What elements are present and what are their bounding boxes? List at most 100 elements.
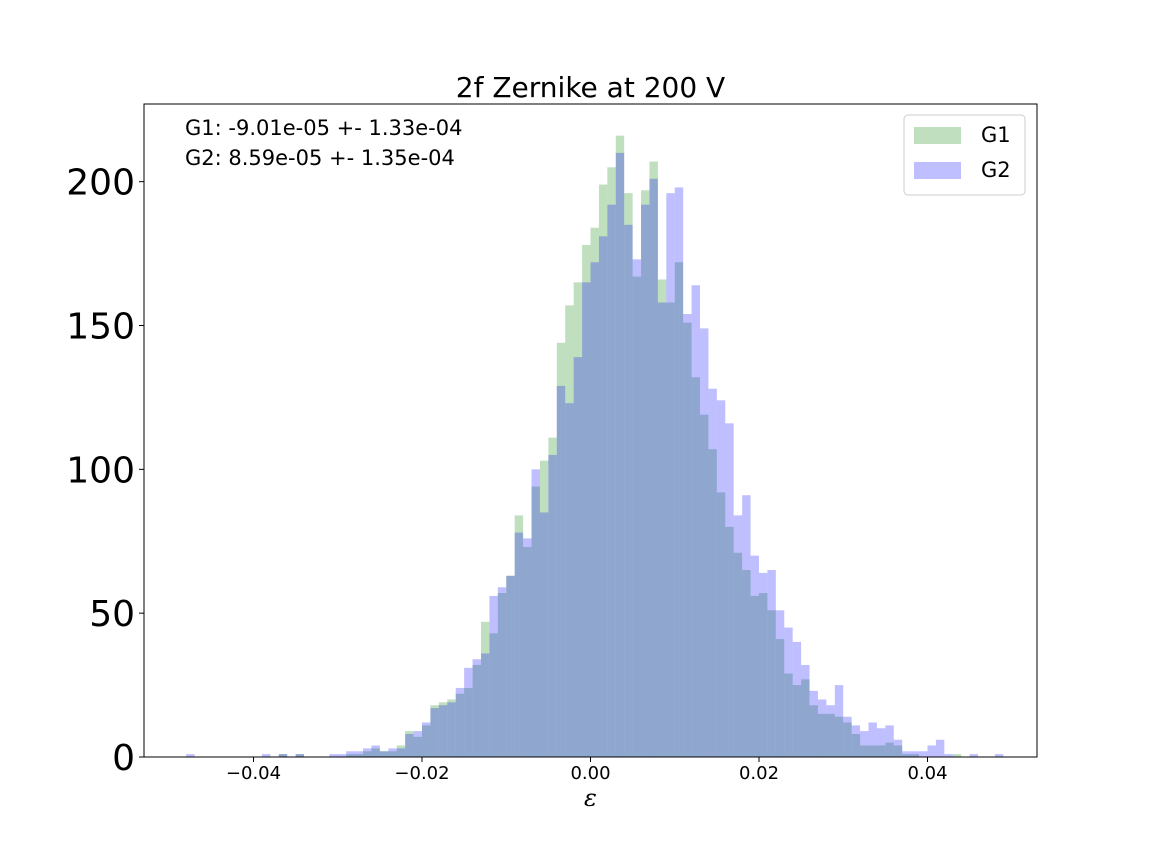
histogram-bar-g2 [927,745,936,757]
histogram-bar-g1 [691,377,701,757]
histogram-bar-g2 [994,754,1004,757]
histogram-bar-g2 [422,722,431,757]
histogram-bar-g1 [725,526,734,757]
histogram-bar-g2 [548,454,557,757]
histogram-bar-g1 [497,593,507,757]
histogram-bar-g1 [295,754,305,757]
histogram-bar-g1 [843,722,852,757]
histogram-bar-g2 [733,515,743,757]
histogram-bar-g1 [817,713,827,757]
histogram-bar-g1 [371,748,380,757]
y-tick-label: 0 [112,738,135,779]
histogram-bar-g2 [826,705,835,757]
histogram-bar-g2 [615,152,625,757]
histogram-bar-g2 [893,739,903,757]
histogram-bar-g1 [363,751,372,757]
histogram-bar-g1 [607,167,616,758]
legend-box [903,114,1026,196]
series-g1-bars [278,135,962,758]
histogram-bar-g1 [952,754,962,757]
histogram-bar-g1 [388,751,397,757]
histogram-bar-g2 [388,748,397,757]
histogram-bar-g1 [422,725,431,757]
histogram-bar-g1 [531,486,540,757]
histogram-bar-g1 [489,633,498,757]
histogram-bar-g2 [346,751,355,757]
histogram-bar-g2 [607,204,616,757]
histogram-bar-g2 [767,570,776,757]
histogram-bar-g2 [674,187,684,758]
histogram-bar-g2 [716,400,726,757]
y-tick-label: 150 [66,307,135,348]
stats-annotations: G1: -9.01e-05 +- 1.33e-04 G2: 8.59e-05 +-… [185,116,462,170]
histogram-bar-g1 [657,279,667,757]
histogram-bar-g2 [657,302,667,757]
histogram-bar-g2 [809,690,818,757]
stats-annotation-2: G2: 8.59e-05 +- 1.35e-04 [185,146,455,170]
x-tick-label: −0.04 [226,763,281,784]
legend-label-g2: G2 [981,158,1011,182]
histogram-bar-g1 [438,702,448,757]
histogram-bar-g1 [624,193,633,757]
histogram-bar-g1 [539,460,549,757]
histogram-bar-g1 [346,754,355,757]
histogram-bar-g1 [649,161,658,757]
x-axis: −0.04 −0.02 0.00 0.02 0.04 [226,757,948,784]
histogram-bar-g1 [674,262,684,757]
histogram-bar-g1 [666,302,675,757]
histogram-bar-g2 [817,699,827,757]
histogram-bar-g1 [792,685,802,757]
histogram-bar-g2 [539,512,549,757]
histogram-bar-g1 [826,713,835,757]
histogram-bar-g2 [295,754,305,757]
stats-annotation-1: G1: -9.01e-05 +- 1.33e-04 [185,116,462,140]
histogram-bar-g2 [480,653,490,757]
chart-title: 2f Zernike at 200 V [456,71,725,104]
histogram-bar-g2 [278,754,288,757]
histogram-bar-g2 [582,282,591,757]
histogram-bar-g1 [893,745,903,757]
histogram-bar-g1 [413,736,422,757]
histogram-bar-g2 [438,705,448,757]
x-tick-label: −0.02 [394,763,449,784]
histogram-bar-g2 [902,751,911,757]
histogram-bar-g1 [716,492,726,757]
histogram-bar-g1 [573,282,583,757]
histogram-bar-g2 [363,748,372,757]
histogram-bar-g1 [582,244,591,757]
histogram-bar-g1 [506,575,515,757]
histogram-bar-g2 [632,259,642,757]
histogram-bar-g2 [758,572,768,757]
histogram-bar-g2 [683,314,692,757]
x-axis-label: ε [584,784,597,812]
histogram-bar-g1 [523,547,532,757]
histogram-bar-g2 [750,555,759,757]
histogram-bar-g2 [413,731,422,757]
histogram-bar-g2 [506,575,515,757]
y-tick-label: 100 [66,450,135,491]
histogram-bar-g1 [396,745,406,757]
histogram-bar-g1 [514,515,524,757]
histogram-bar-g2 [834,685,844,757]
histogram-bar-g1 [455,693,465,757]
histogram-bar-g1 [876,745,886,757]
histogram-bar-g1 [641,190,650,758]
histogram-bar-g1 [615,135,625,757]
histogram-bar-g2 [700,328,709,757]
histogram-bar-g2 [464,667,473,757]
histogram-bar-g2 [497,587,507,757]
histogram-bar-g1 [632,276,642,757]
histogram-bar-g1 [910,754,920,757]
histogram-bar-g2 [885,725,894,757]
histogram-bar-g2 [354,751,364,757]
histogram-bar-g1 [860,745,869,757]
histogram-bar-g1 [851,733,861,757]
histogram-bar-g2 [573,357,583,757]
histogram-bar-g2 [843,716,852,757]
y-axis: 0 50 100 150 200 [66,163,144,779]
histogram-bar-g2 [472,659,481,757]
histogram-bar-g1 [354,754,364,757]
histogram-bar-g2 [725,423,734,757]
histogram-bar-g2 [430,708,439,757]
histogram-bar-g2 [337,754,347,757]
